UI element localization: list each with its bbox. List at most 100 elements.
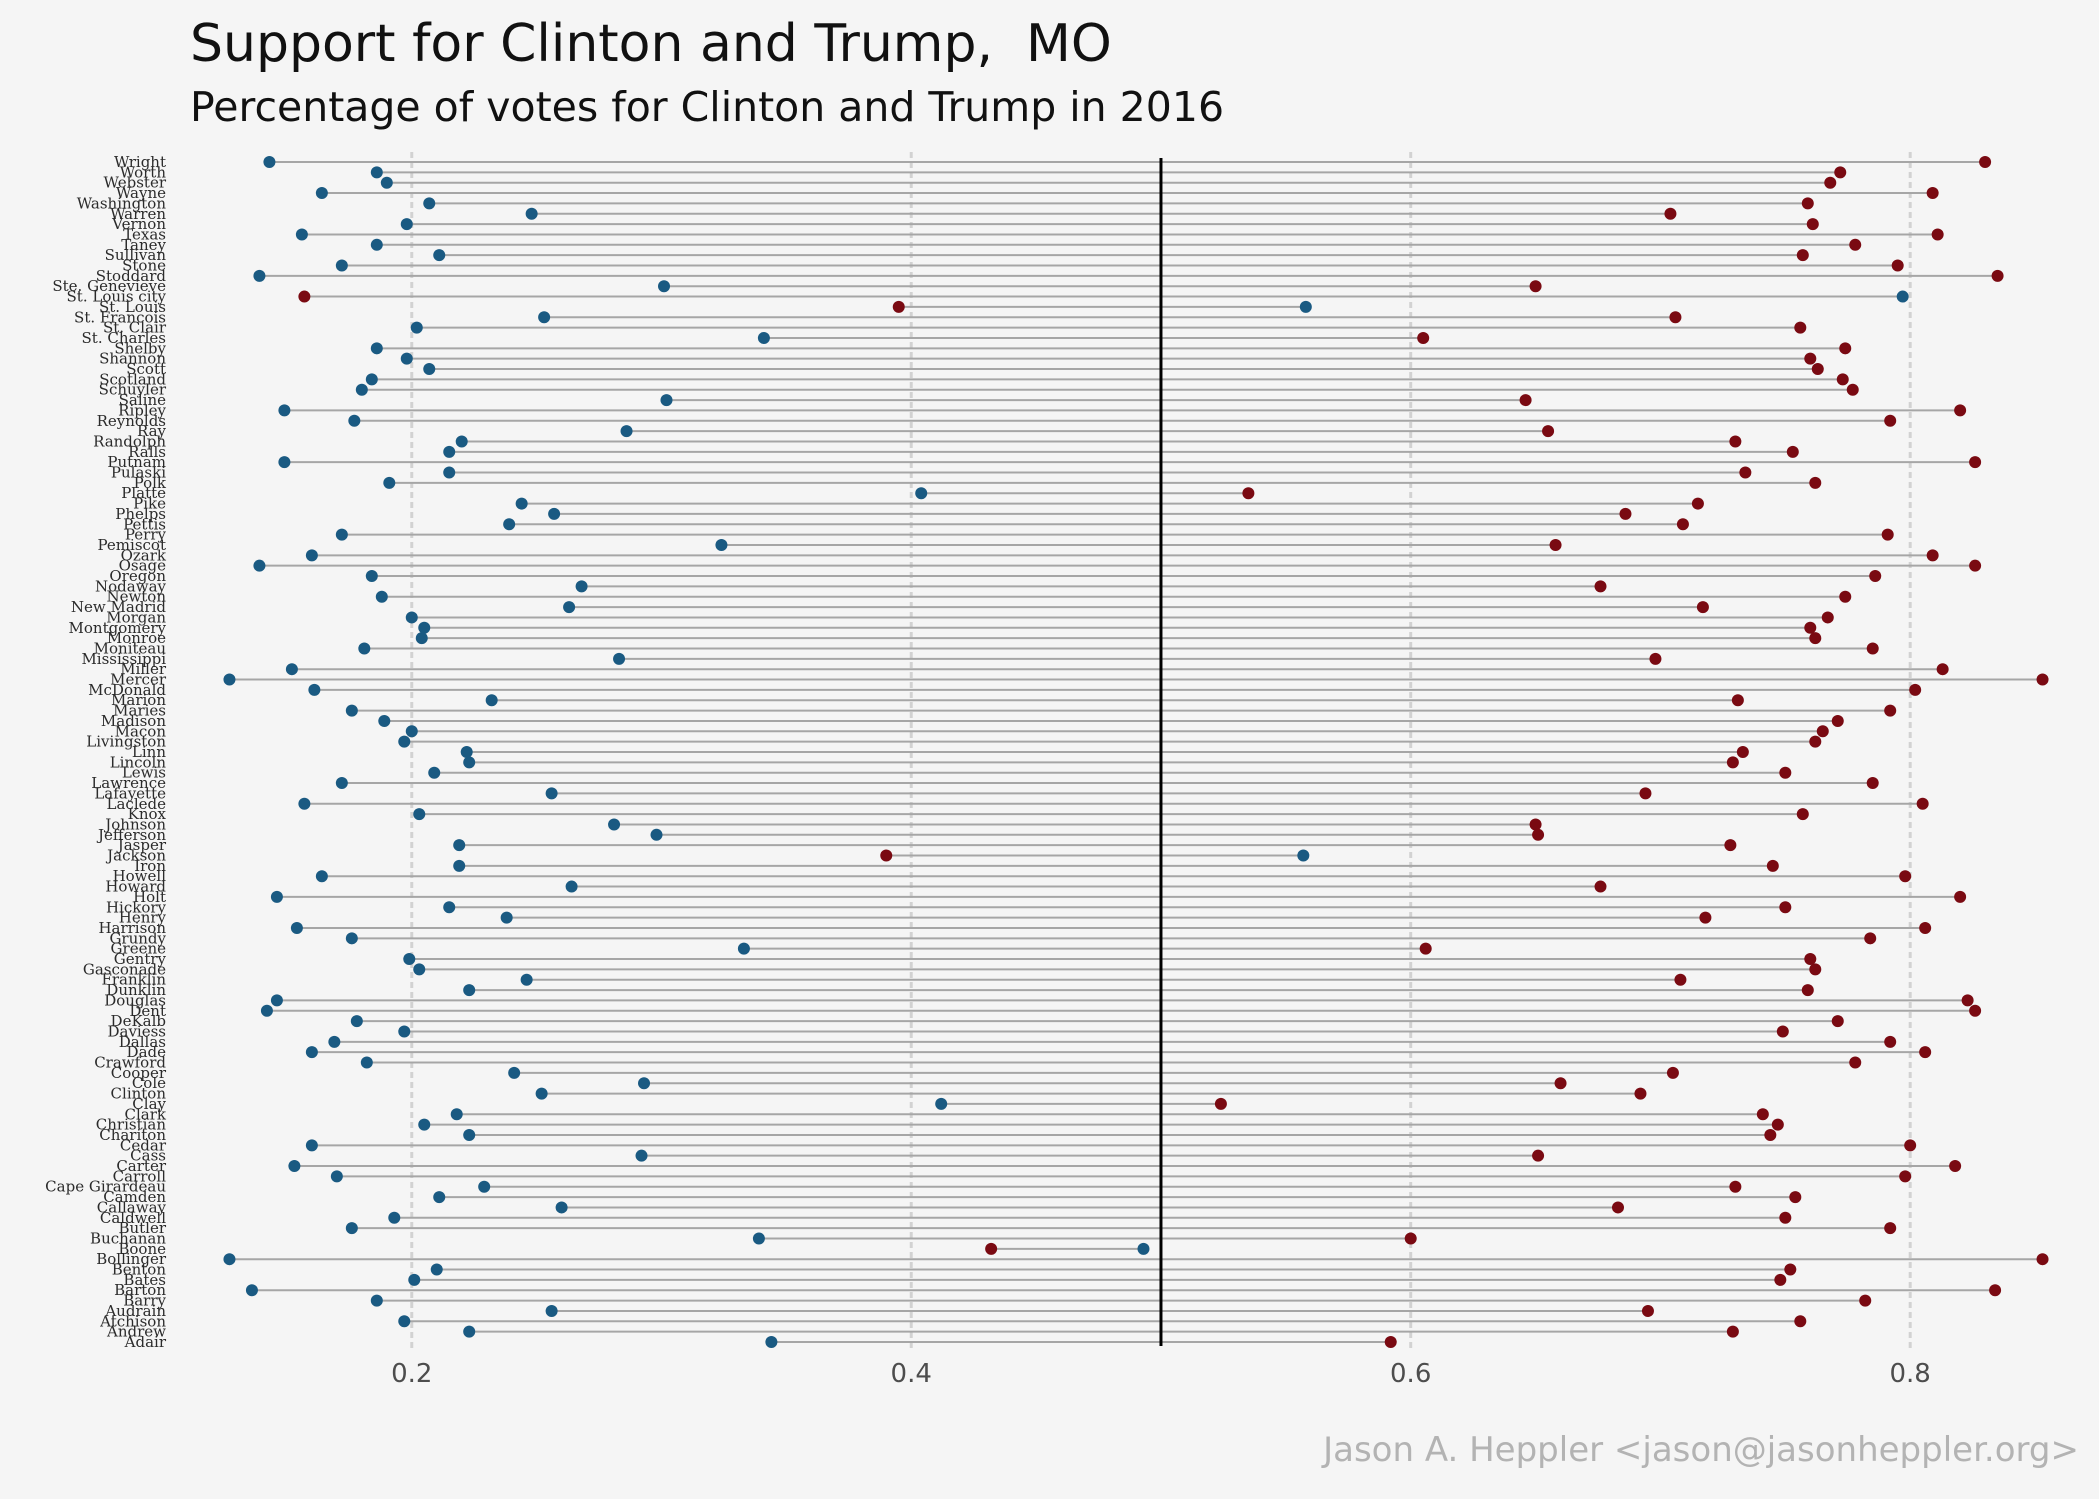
county-label: Sullivan bbox=[105, 246, 167, 264]
trump-point bbox=[1764, 1128, 1777, 1141]
trump-point bbox=[1529, 818, 1542, 831]
clinton-point bbox=[330, 1170, 343, 1183]
clinton-point bbox=[388, 1211, 401, 1224]
trump-point bbox=[1634, 1087, 1647, 1100]
trump-point bbox=[1866, 777, 1879, 790]
county-label: Jefferson bbox=[96, 826, 166, 844]
clinton-point bbox=[608, 818, 621, 831]
county-label: Gasconade bbox=[83, 960, 166, 978]
clinton-point bbox=[345, 932, 358, 945]
trump-point bbox=[1804, 352, 1817, 365]
county-label: Taney bbox=[121, 236, 166, 254]
clinton-point bbox=[315, 870, 328, 883]
county-label: Camden bbox=[103, 1188, 166, 1206]
clinton-point bbox=[508, 1066, 521, 1079]
clinton-point bbox=[370, 342, 383, 355]
county-label: Stoddard bbox=[96, 267, 167, 285]
trump-point bbox=[1936, 663, 1949, 676]
county-label: Lawrence bbox=[91, 774, 166, 792]
county-label: Ozark bbox=[121, 546, 167, 564]
county-label: Jackson bbox=[105, 847, 166, 865]
county-label: Atchison bbox=[99, 1312, 166, 1330]
trump-point bbox=[1691, 497, 1704, 510]
trump-point bbox=[1969, 559, 1982, 572]
clinton-point bbox=[383, 476, 396, 489]
trump-point bbox=[1699, 911, 1712, 924]
trump-point bbox=[1804, 953, 1817, 966]
clinton-point bbox=[453, 859, 466, 872]
county-label: Grundy bbox=[109, 929, 166, 947]
county-label: Dallas bbox=[119, 1033, 166, 1051]
trump-point bbox=[1794, 321, 1807, 334]
trump-point bbox=[1831, 1015, 1844, 1028]
county-label: Cooper bbox=[111, 1064, 167, 1082]
trump-point bbox=[1859, 1294, 1872, 1307]
county-label: Howell bbox=[113, 867, 167, 885]
trump-point bbox=[1849, 1056, 1862, 1069]
trump-point bbox=[1771, 1118, 1784, 1131]
county-label: Shannon bbox=[99, 350, 166, 368]
clinton-point bbox=[413, 963, 426, 976]
clinton-point bbox=[365, 373, 378, 386]
county-label: Oregon bbox=[109, 567, 166, 585]
trump-point bbox=[1611, 1201, 1624, 1214]
caption: Jason A. Heppler <jason@jasonheppler.org… bbox=[1323, 1430, 2079, 1470]
clinton-point bbox=[278, 456, 291, 469]
county-label: DeKalb bbox=[111, 1012, 166, 1030]
trump-point bbox=[1831, 714, 1844, 727]
county-label: Buchanan bbox=[90, 1229, 166, 1247]
clinton-point bbox=[563, 601, 576, 614]
clinton-point bbox=[285, 663, 298, 676]
trump-point bbox=[1806, 218, 1819, 231]
clinton-point bbox=[535, 1087, 548, 1100]
clinton-point bbox=[460, 746, 473, 758]
county-label: Wright bbox=[114, 153, 166, 171]
clinton-point bbox=[418, 621, 431, 634]
county-label: Cedar bbox=[120, 1136, 167, 1154]
clinton-point bbox=[423, 197, 436, 210]
trump-point bbox=[1899, 870, 1912, 883]
clinton-point bbox=[345, 1222, 358, 1235]
county-label: Scotland bbox=[99, 370, 166, 388]
trump-point bbox=[880, 849, 893, 862]
county-label: Polk bbox=[134, 474, 167, 492]
county-label: Scott bbox=[126, 360, 166, 378]
trump-point bbox=[1969, 456, 1982, 469]
county-label: Clinton bbox=[111, 1085, 167, 1103]
clinton-point bbox=[253, 269, 266, 282]
trump-point bbox=[1756, 1108, 1769, 1121]
county-label: Barry bbox=[123, 1292, 166, 1310]
trump-point bbox=[1776, 1025, 1789, 1038]
clinton-point bbox=[658, 280, 670, 293]
trump-point bbox=[1991, 269, 2004, 282]
county-label: Cass bbox=[130, 1147, 166, 1165]
county-label: Montgomery bbox=[69, 619, 167, 637]
clinton-point bbox=[305, 1139, 318, 1152]
county-label: Douglas bbox=[104, 991, 166, 1009]
trump-point bbox=[1779, 1211, 1792, 1224]
clinton-point bbox=[555, 1201, 568, 1214]
county-label: Shelby bbox=[114, 339, 166, 357]
county-label: Schuyler bbox=[99, 381, 167, 399]
county-label: Marion bbox=[111, 691, 166, 709]
trump-point bbox=[1532, 828, 1545, 841]
trump-point bbox=[1779, 766, 1792, 779]
county-label: Osage bbox=[119, 557, 167, 575]
county-label: Clay bbox=[132, 1095, 166, 1113]
trump-point bbox=[892, 300, 905, 313]
trump-point bbox=[298, 290, 311, 303]
trump-point bbox=[1809, 735, 1822, 748]
trump-point bbox=[1786, 445, 1799, 458]
trump-point bbox=[1729, 435, 1742, 448]
trump-point bbox=[1779, 901, 1792, 914]
clinton-point bbox=[1896, 290, 1909, 303]
county-label: Audrain bbox=[104, 1302, 166, 1320]
clinton-point bbox=[650, 828, 663, 841]
trump-point bbox=[1796, 808, 1809, 821]
trump-point bbox=[1784, 1263, 1797, 1276]
trump-point bbox=[1884, 704, 1897, 717]
trump-point bbox=[1766, 859, 1779, 872]
county-label: Howard bbox=[105, 878, 166, 896]
clinton-point bbox=[308, 683, 321, 696]
county-label: Morgan bbox=[106, 608, 166, 626]
